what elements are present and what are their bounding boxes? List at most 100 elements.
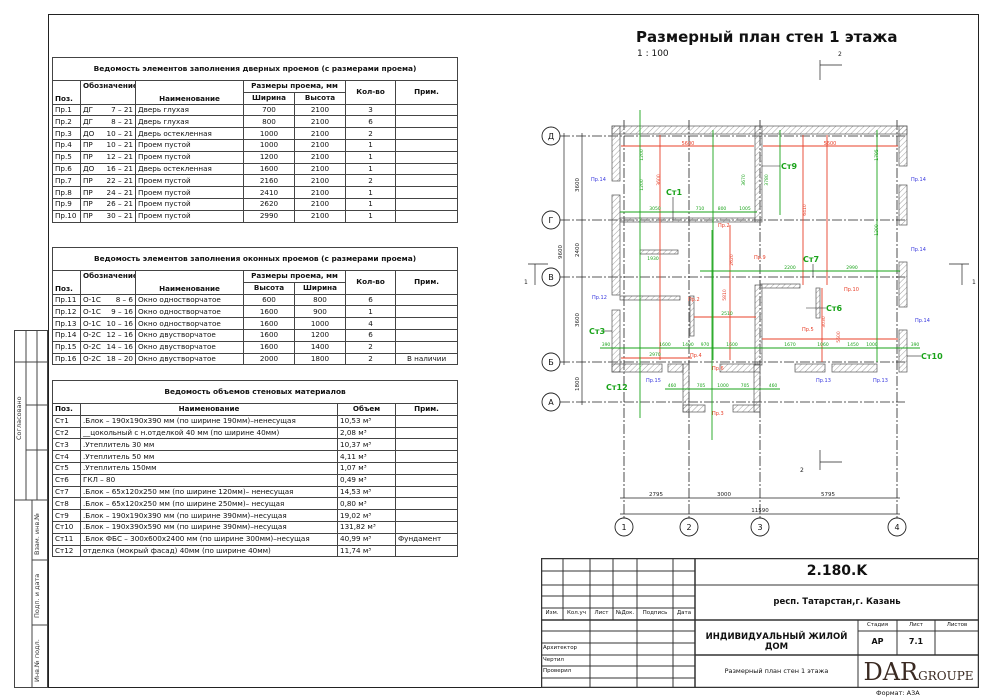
axis-labels: Д Г В Б А 1 2 3 4 xyxy=(548,132,900,532)
axis-label: В xyxy=(548,273,554,282)
dim-label: 1200 xyxy=(874,224,880,236)
wall-label-leaders xyxy=(604,165,921,357)
dim-label: 390 xyxy=(602,342,611,348)
table-cell: О-2С xyxy=(80,328,105,342)
table-cell: 1 xyxy=(345,305,396,319)
table-cell: О-2С xyxy=(80,352,105,366)
table-row: Ст2 __цокольный с н.отделкой 40 мм (по ши… xyxy=(52,426,459,440)
table-cell: 3 xyxy=(345,103,396,117)
header-name: Наименование xyxy=(135,80,244,105)
table-cell: .Утеплитель 30 мм xyxy=(80,438,338,452)
table-cell: Окно одностворчатое xyxy=(135,317,244,330)
role-checked: Проверил xyxy=(543,668,572,674)
table-row: Пр.3 ДО 10 – 21 Дверь остекленная 1000 2100 2 xyxy=(52,127,459,140)
dim-label: 11590 xyxy=(751,508,769,514)
table-row: Пр.10 ПР 30 – 21 Проем пустой 2990 2100 1 xyxy=(52,209,459,223)
dim-label: 5795 xyxy=(821,492,835,498)
header-qty: Кол.уч xyxy=(566,610,587,616)
table-cell xyxy=(394,497,459,511)
section-mark-right: 1 xyxy=(972,279,976,286)
opening-label: Пр.14 xyxy=(915,318,930,324)
dim-label: 3780 xyxy=(764,174,770,186)
dim-label: 460 xyxy=(769,383,778,389)
table-cell xyxy=(394,328,459,342)
table-cell: О-1С xyxy=(80,305,105,319)
walls xyxy=(611,125,908,413)
table-cell: Пр.16 xyxy=(52,352,81,366)
table-cell: 10,37 м³ xyxy=(337,438,396,452)
header-note: Прим. xyxy=(394,80,459,105)
table-row: Ст8 .Блок – 65x120x250 мм (по ширине 250м… xyxy=(52,497,459,511)
table-cell: ГКЛ – 80 xyxy=(80,473,338,487)
table-row: Пр.1 ДГ 7 – 21 Дверь глухая 700 2100 3 xyxy=(52,103,459,117)
table-cell xyxy=(394,414,459,428)
dim-label: 3000 xyxy=(717,492,731,498)
wall-labels: Ст1 Ст9 Ст7 Ст6 Ст3 Ст10 Ст12 xyxy=(589,162,943,392)
dim-label: 5600 xyxy=(836,331,842,343)
axis-label: Д xyxy=(548,132,554,141)
dim-label: 1005 xyxy=(739,206,751,212)
table-cell: .Блок – 190x190x390 мм (по ширине 190мм)… xyxy=(80,414,338,428)
dim-label: 1795 xyxy=(874,149,880,161)
axis-label: 3 xyxy=(757,523,762,532)
dim-label: 5600 xyxy=(682,141,695,147)
red-dimension-lines xyxy=(621,135,898,362)
opening-labels: Пр.14 Пр.14 Пр.14 Пр.14 Пр.12 Пр.15 Пр.13 Пр.13… xyxy=(591,177,930,417)
table-cell: 1 xyxy=(345,209,396,223)
dim-label: 1930 xyxy=(647,256,659,262)
section-mark-left: 1 xyxy=(524,279,528,286)
table-cell: Пр.2 xyxy=(52,115,81,129)
table-cell xyxy=(394,293,459,307)
stage-value: АР xyxy=(871,637,884,646)
table-cell: ДГ xyxy=(80,115,99,129)
green-dimension-lines xyxy=(600,110,920,440)
table-cell: 2 xyxy=(345,352,396,366)
dim-label: 1200 xyxy=(639,149,645,161)
dim-label: 3600 xyxy=(656,174,662,186)
wall-label: Ст12 xyxy=(606,383,628,392)
header-name: Наименование xyxy=(80,403,338,416)
plan-scale: 1 : 100 xyxy=(637,49,669,59)
sheets-label: Листов xyxy=(946,622,968,628)
wall-label: Ст9 xyxy=(781,162,798,171)
table-row: Пр.16 О-2С 18 – 20 Окно двустворчатое 2000 18… xyxy=(52,352,459,366)
opening-label: Пр.14 xyxy=(911,247,926,253)
plan-title: Размерный план стен 1 этажа xyxy=(636,28,898,46)
doors-schedule-table: Ведомость элементов заполнения дверных п… xyxy=(51,57,459,223)
windows-table-title: Ведомость элементов заполнения оконных п… xyxy=(51,247,459,271)
inner-dimensions: 3050 710 800 1005 1930 2200 2990 2510 2970 1600 14… xyxy=(602,149,920,389)
table-row: Пр.14 О-2С 12 – 16 Окно двустворчатое 1600 12… xyxy=(52,328,459,342)
table-cell: О-1С xyxy=(80,293,105,307)
side-stamp: Согласовано Взам. инв.№ Подп. и дата Инв… xyxy=(14,330,48,688)
axis-label: 4 xyxy=(894,523,899,532)
sheet-label: Лист xyxy=(909,622,923,628)
opening-label: Пр.2 xyxy=(718,223,730,229)
table-row: Пр.5 ПР 12 – 21 Проем пустой 1200 2100 1 xyxy=(52,150,459,164)
table-row: Ст1 .Блок – 190x190x390 мм (по ширине 190… xyxy=(52,414,459,428)
company-logo: DARGROUPE xyxy=(863,658,974,686)
table-cell: Окно двустворчатое xyxy=(135,340,244,354)
table-cell: отделка (мокрый фасад) 40мм (по ширине 4… xyxy=(80,544,338,558)
table-cell: 2 xyxy=(345,340,396,354)
table-row: Пр.2 ДГ 8 – 21 Дверь глухая 800 2100 6 xyxy=(52,115,459,129)
table-cell: Окно одностворчатое xyxy=(135,293,244,307)
opening-label: Пр.12 xyxy=(592,295,607,301)
stage-label: Стадия xyxy=(866,622,889,628)
dim-label: 5600 xyxy=(824,141,837,147)
dim-label: 800 xyxy=(718,206,727,212)
header-designation: Обозначение xyxy=(80,80,136,105)
header-qty: Кол-во xyxy=(345,80,396,105)
header-doc: №Док. xyxy=(615,610,635,616)
table-cell: О-2С xyxy=(80,340,105,354)
table-cell: Пр.15 xyxy=(52,340,81,354)
dim-label: 3600 xyxy=(575,313,581,327)
sheet-value: 7.1 xyxy=(908,637,924,646)
header-height: Высота xyxy=(243,281,295,295)
axis-bubbles xyxy=(541,126,907,537)
table-cell: Пр.1 xyxy=(52,103,81,117)
table-cell xyxy=(394,426,459,440)
dim-label: 705 xyxy=(697,383,706,389)
table-row: Пр.8 ПР 24 – 21 Проем пустой 2410 2100 1 xyxy=(52,186,459,199)
table-cell: ПР xyxy=(80,209,99,223)
project-code: 2.180.K xyxy=(806,563,868,579)
